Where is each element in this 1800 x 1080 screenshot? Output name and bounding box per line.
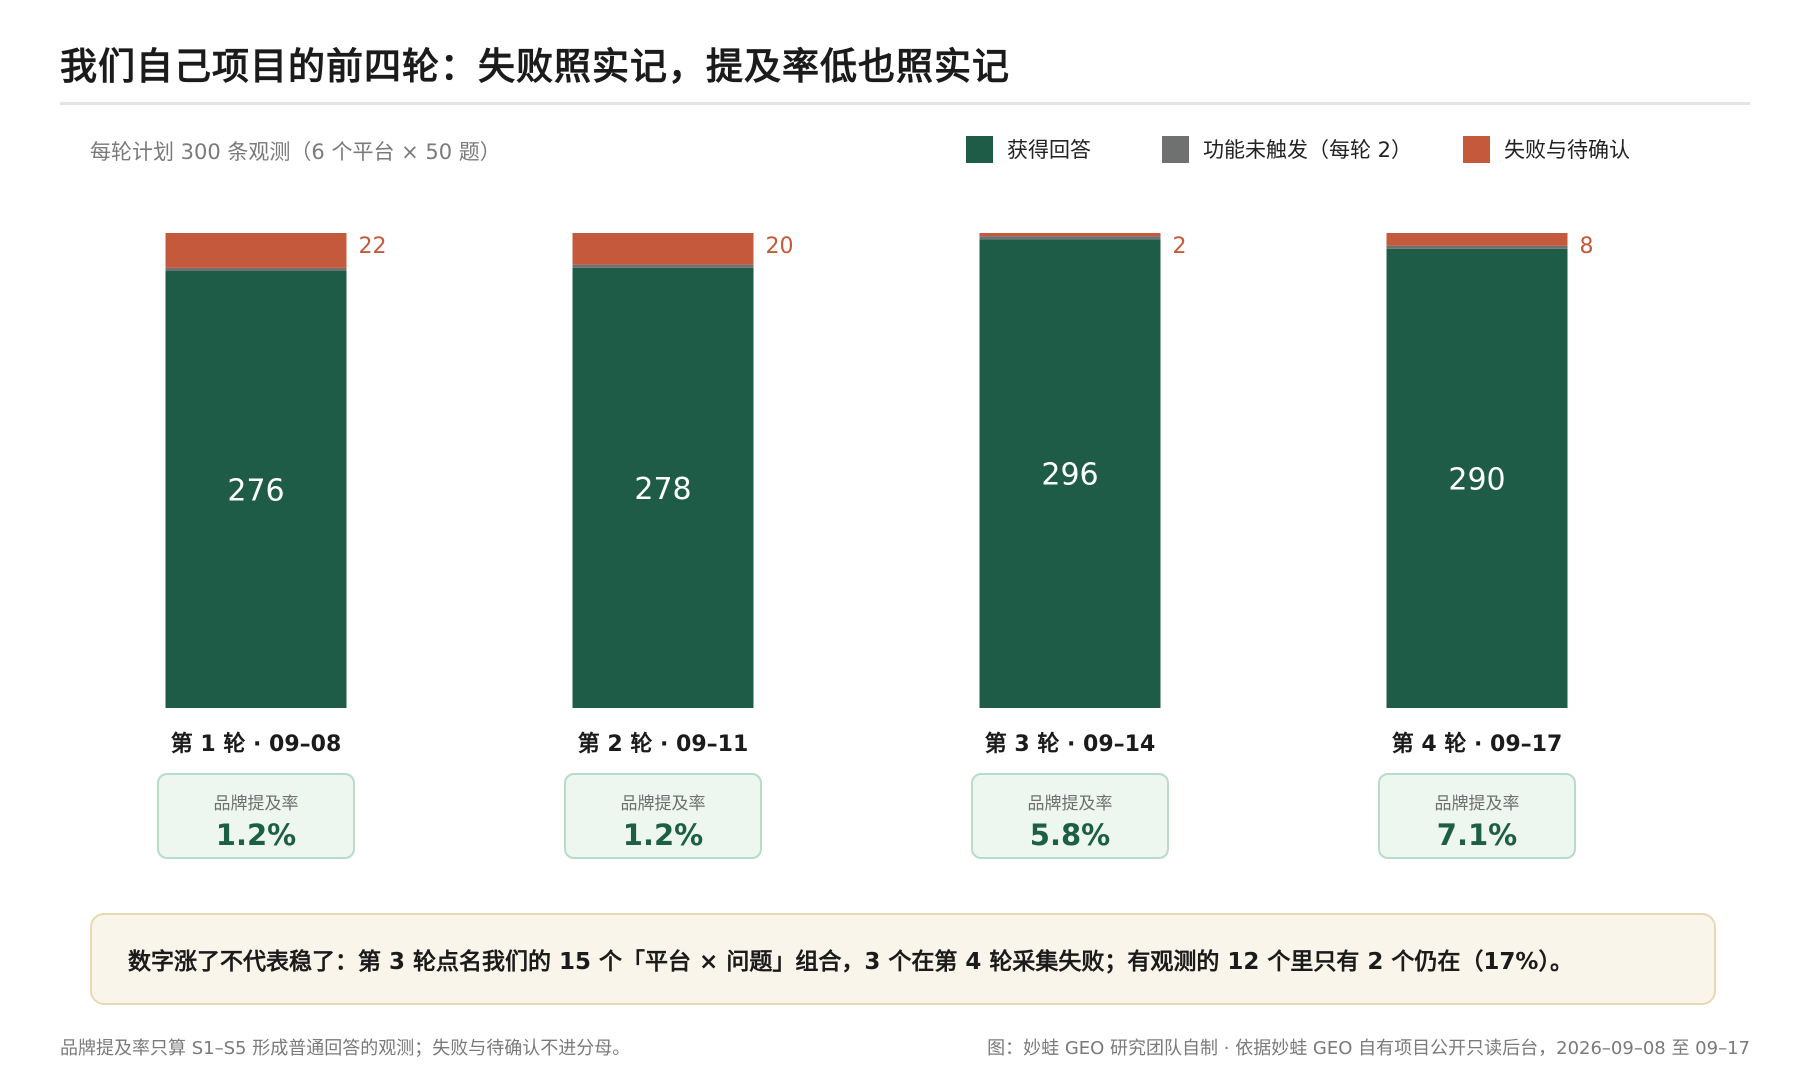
bar-segment-answered-2 — [572, 267, 754, 708]
rate-card-2: 品牌提及率 1.2% — [564, 773, 762, 859]
rate-card-title: 品牌提及率 — [1434, 794, 1520, 814]
rate-card-title: 品牌提及率 — [620, 794, 706, 814]
stacked-bar-chart: 276 22 278 20 296 2 290 8 — [165, 233, 1594, 709]
bar-segment-answered-3 — [979, 239, 1161, 709]
legend-label-answered: 获得回答 — [1007, 138, 1091, 162]
rate-card-value: 7.1% — [1436, 818, 1518, 852]
legend-swatch-not-triggered — [1162, 135, 1189, 163]
rate-card-title: 品牌提及率 — [213, 794, 299, 814]
round-label-2: 第 2 轮 · 09–11 — [577, 732, 749, 757]
round-label-3: 第 3 轮 · 09–14 — [984, 732, 1156, 757]
data-label-answered-1: 276 — [227, 474, 284, 509]
data-label-failed-2: 20 — [766, 234, 794, 259]
rate-card-value: 1.2% — [215, 818, 297, 852]
legend-item-failed: 失败与待确认 — [1463, 134, 1630, 164]
data-label-failed-4: 8 — [1580, 234, 1594, 259]
data-label-answered-4: 290 — [1448, 462, 1505, 497]
footnote: 品牌提及率只算 S1–S5 形成普通回答的观测；失败与待确认不进分母。 — [60, 1038, 631, 1059]
data-label-answered-2: 278 — [634, 472, 691, 507]
bar-segment-failed-1 — [165, 233, 347, 268]
rate-card-value: 1.2% — [622, 818, 704, 852]
title-divider — [60, 102, 1750, 105]
bar-segment-answered-4 — [1386, 248, 1568, 709]
legend-swatch-failed — [1463, 135, 1490, 163]
rate-card-1: 品牌提及率 1.2% — [157, 773, 355, 859]
rate-card-4: 品牌提及率 7.1% — [1378, 773, 1576, 859]
callout-text: 数字涨了不代表稳了：第 3 轮点名我们的 15 个「平台 × 问题」组合，3 个… — [128, 949, 1573, 975]
data-label-answered-3: 296 — [1041, 458, 1098, 493]
bar-segment-failed-4 — [1386, 233, 1568, 246]
data-label-failed-1: 22 — [359, 234, 387, 259]
bar-segment-not-triggered-3 — [979, 236, 1161, 240]
legend-item-not-triggered: 功能未触发（每轮 2） — [1162, 134, 1412, 164]
bar-segment-answered-1 — [165, 271, 347, 708]
rate-card-value: 5.8% — [1029, 818, 1111, 852]
bar-segment-not-triggered-2 — [572, 264, 754, 268]
bar-segment-not-triggered-4 — [1386, 245, 1568, 249]
page-title: 我们自己项目的前四轮：失败照实记，提及率低也照实记 — [60, 45, 1010, 88]
round-label-4: 第 4 轮 · 09–17 — [1391, 732, 1563, 757]
legend-swatch-answered — [966, 135, 993, 163]
rate-card-3: 品牌提及率 5.8% — [971, 773, 1169, 859]
bar-segment-failed-2 — [572, 233, 754, 265]
bar-segment-failed-3 — [979, 233, 1161, 237]
source-note: 图：妙蛙 GEO 研究团队自制 · 依据妙蛙 GEO 自有项目公开只读后台，20… — [987, 1038, 1750, 1059]
legend-label-not-triggered: 功能未触发（每轮 2） — [1203, 138, 1413, 162]
rate-card-title: 品牌提及率 — [1027, 794, 1113, 814]
bar-segment-not-triggered-1 — [165, 267, 347, 271]
chart-subtitle: 每轮计划 300 条观测（6 个平台 × 50 题） — [90, 140, 501, 164]
round-label-1: 第 1 轮 · 09–08 — [170, 732, 342, 757]
legend-label-failed: 失败与待确认 — [1504, 138, 1630, 162]
data-label-failed-3: 2 — [1173, 234, 1187, 259]
callout-box: 数字涨了不代表稳了：第 3 轮点名我们的 15 个「平台 × 问题」组合，3 个… — [90, 913, 1716, 1005]
legend-item-answered: 获得回答 — [966, 134, 1091, 164]
